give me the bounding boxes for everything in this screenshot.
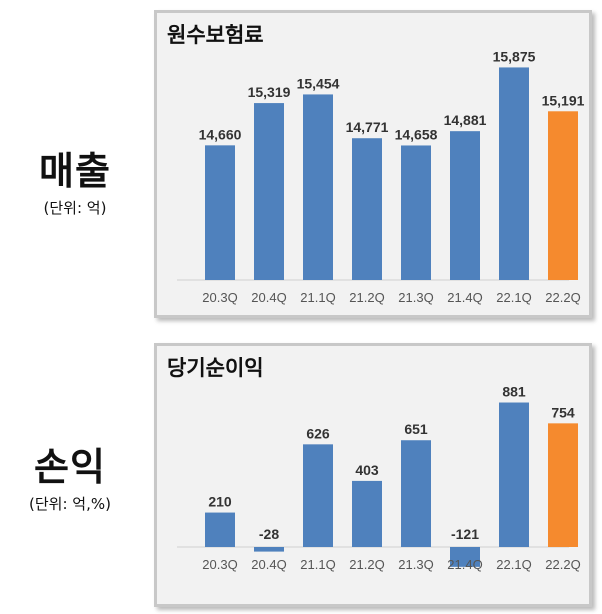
x-tick-label: 21.1Q: [300, 290, 335, 305]
value-label: 14,771: [346, 119, 389, 135]
bar-21.3Q: [401, 440, 431, 547]
net-income-chart: 210 20.3Q -28 20.4Q 626 21.1Q 403 21.2Q 651 21.3Q…: [177, 384, 581, 572]
bar-21.1Q: [303, 444, 333, 547]
bar-20.4Q: [254, 547, 284, 552]
sales-heading: 매출: [39, 149, 111, 193]
bar-22.1Q: [499, 67, 529, 280]
x-tick-label: 20.4Q: [251, 290, 286, 305]
value-label: 15,191: [542, 92, 585, 108]
x-tick-label: 20.4Q: [251, 557, 286, 572]
x-tick-label: 22.2Q: [545, 557, 580, 572]
x-tick-label: 22.1Q: [496, 557, 531, 572]
chart-title: 원수보험료: [167, 23, 264, 47]
bar-20.3Q: [205, 512, 235, 547]
value-label: 626: [306, 425, 330, 441]
x-tick-label: 20.3Q: [202, 557, 237, 572]
sales-label-group: 매출 (단위: 억): [20, 140, 130, 218]
chart-title: 당기순이익: [167, 356, 264, 380]
bar-21.4Q: [450, 547, 480, 567]
bar-20.3Q: [205, 145, 235, 280]
value-label: 210: [208, 494, 232, 510]
bar-20.4Q: [254, 103, 284, 280]
value-label: -121: [451, 526, 479, 542]
profit-unit: (단위: 억,%): [29, 495, 111, 513]
x-tick-label: 22.2Q: [545, 290, 580, 305]
bar-21.2Q: [352, 480, 382, 547]
profit-heading: 손익: [34, 445, 106, 489]
value-label: 14,658: [395, 126, 438, 142]
x-tick-label: 21.1Q: [300, 557, 335, 572]
bar-21.1Q: [303, 94, 333, 281]
value-label: 881: [502, 384, 526, 400]
x-tick-label: 21.2Q: [349, 557, 384, 572]
bar-21.3Q: [401, 145, 431, 280]
net-income-chart-panel: 당기순이익 210 20.3Q -28 20.4Q 626 21.1Q 403 21.2Q 65…: [154, 343, 592, 607]
x-tick-label: 21.3Q: [398, 557, 433, 572]
x-tick-label: 22.1Q: [496, 290, 531, 305]
value-label: 14,881: [444, 112, 487, 128]
bar-22.1Q: [499, 402, 529, 547]
x-tick-label: 21.4Q: [447, 290, 482, 305]
premium-chart: 14,660 20.3Q 15,319 20.4Q 15,454 21.1Q 14,771 2…: [177, 48, 585, 305]
sales-unit: (단위: 억): [43, 199, 107, 217]
value-label: 754: [551, 404, 575, 420]
x-tick-label: 21.3Q: [398, 290, 433, 305]
value-label: -28: [259, 526, 279, 542]
x-tick-label: 21.4Q: [447, 557, 482, 572]
bar-21.2Q: [352, 138, 382, 280]
value-label: 651: [404, 421, 428, 437]
value-label: 403: [355, 462, 379, 478]
bar-22.2Q: [548, 423, 578, 547]
value-label: 15,875: [493, 48, 536, 64]
premium-chart-panel: 원수보험료 14,660 20.3Q 15,319 20.4Q 15,454 21.1Q 1…: [154, 10, 592, 318]
bar-22.2Q: [548, 111, 578, 280]
bar-21.4Q: [450, 131, 480, 280]
x-tick-label: 20.3Q: [202, 290, 237, 305]
x-tick-label: 21.2Q: [349, 290, 384, 305]
value-label: 15,454: [297, 75, 340, 91]
value-label: 15,319: [248, 84, 291, 100]
value-label: 14,660: [199, 126, 242, 142]
profit-label-group: 손익 (단위: 억,%): [10, 436, 130, 514]
